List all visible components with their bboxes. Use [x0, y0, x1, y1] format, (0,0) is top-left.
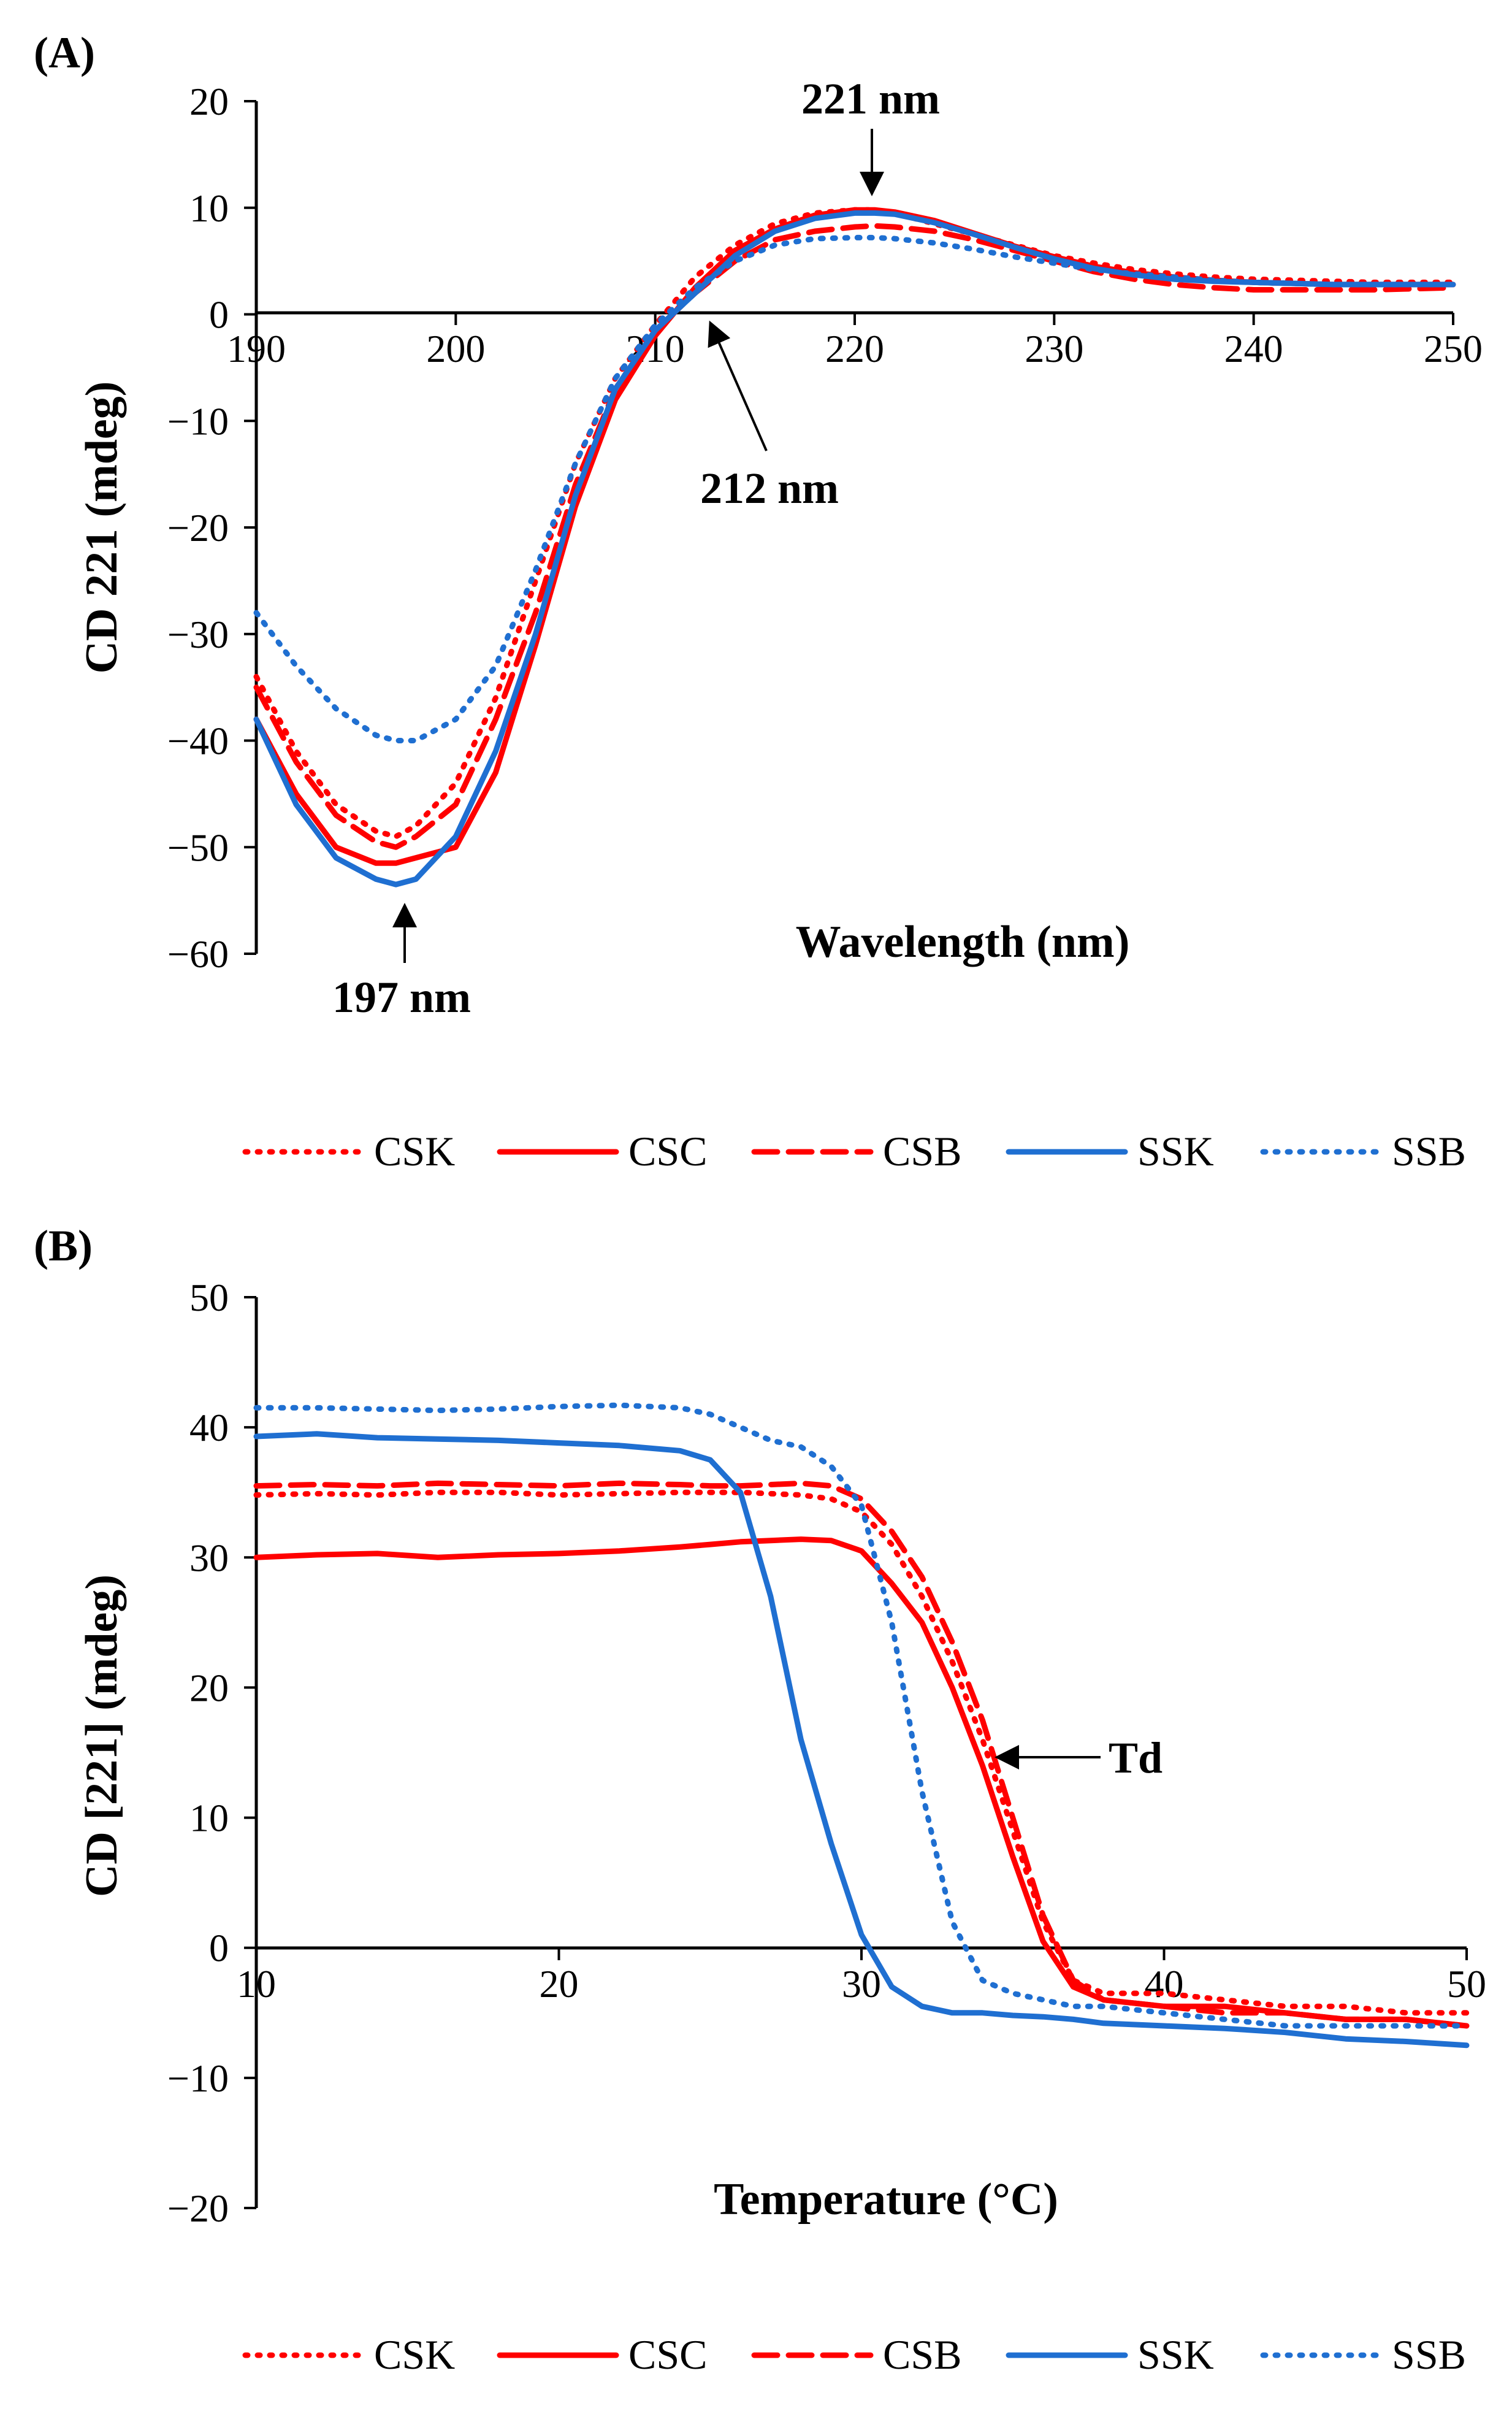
y-ticks-b: 50 40 30 20 10 0 −10 −20 — [167, 1276, 256, 2230]
y-tick-label: −60 — [167, 932, 229, 976]
y-tick-label: 30 — [189, 1536, 229, 1579]
panel-label-a: (A) — [34, 28, 95, 77]
series-line-ssb — [253, 1402, 1470, 2029]
y-tick-label: −10 — [167, 399, 229, 443]
series-group-a — [253, 207, 1456, 887]
y-tick-label: −20 — [167, 506, 229, 550]
y-tick-label: −20 — [167, 2187, 229, 2230]
legend-label-ssb: SSB — [1392, 1128, 1466, 1175]
legend-a: CSK CSC CSB SSK SSB — [242, 1128, 1466, 1175]
x-tick-label: 220 — [825, 327, 884, 370]
annotation-197nm: 197 nm — [332, 903, 471, 1022]
panel-label-b: (B) — [34, 1221, 93, 1270]
x-tick-label: 30 — [842, 1962, 881, 2006]
x-tick-label: 50 — [1447, 1962, 1486, 2006]
y-axis-title-a: CD 221 (mdeg) — [77, 381, 127, 674]
series-group-b — [253, 1402, 1470, 2049]
y-tick-label: 50 — [189, 1276, 229, 1319]
legend-label-csb: CSB — [883, 2331, 962, 2378]
y-tick-label: −40 — [167, 719, 229, 763]
axes-b — [254, 1297, 1467, 2208]
series-line-csc — [253, 207, 1456, 866]
x-tick-label: 40 — [1145, 1962, 1184, 2006]
y-tick-label: 20 — [189, 80, 229, 123]
legend-label-csc: CSC — [628, 2331, 708, 2378]
legend-label-csb: CSB — [883, 1128, 962, 1175]
x-tick-label: 240 — [1224, 327, 1283, 370]
annotation-197nm-text: 197 nm — [332, 973, 471, 1022]
y-tick-label: 10 — [189, 1796, 229, 1840]
series-line-csb — [253, 1480, 1470, 2029]
x-tick-label: 250 — [1424, 327, 1483, 370]
series-line-ssk — [253, 210, 1456, 887]
annotation-221nm: 221 nm — [801, 74, 940, 196]
y-tick-label: 10 — [189, 186, 229, 230]
annotation-212nm-text: 212 nm — [700, 464, 839, 513]
y-tick-label: −30 — [167, 613, 229, 656]
legend-label-ssb: SSB — [1392, 2331, 1466, 2378]
y-axis-title-b: CD [221] (mdeg) — [77, 1574, 127, 1897]
y-tick-label: −50 — [167, 826, 229, 869]
y-tick-label: 0 — [209, 293, 229, 337]
legend-label-csk: CSK — [374, 2331, 455, 2378]
series-line-csk — [253, 207, 1456, 840]
y-tick-label: 40 — [189, 1406, 229, 1449]
legend-label-csk: CSK — [374, 1128, 455, 1175]
y-tick-label: 20 — [189, 1666, 229, 1709]
series-line-csk — [253, 1489, 1470, 2016]
x-tick-label: 230 — [1025, 327, 1083, 370]
x-tick-label: 200 — [426, 327, 485, 370]
y-tick-label: 0 — [209, 1926, 229, 1970]
x-tick-label: 10 — [237, 1962, 276, 2006]
x-ticks-b: 10 20 30 40 50 — [237, 1948, 1486, 2006]
annotation-td-text: Td — [1109, 1733, 1163, 1782]
x-axis-title-a: Wavelength (nm) — [796, 917, 1130, 967]
y-ticks-a: 20 10 0 −10 −20 −30 −40 −50 −60 — [167, 80, 256, 976]
annotation-td: Td — [995, 1733, 1163, 1782]
legend-label-csc: CSC — [628, 1128, 708, 1175]
legend-label-ssk: SSK — [1137, 1128, 1214, 1175]
annotation-221nm-text: 221 nm — [801, 74, 940, 123]
annotation-212nm: 212 nm — [700, 320, 839, 513]
series-line-ssk — [253, 1431, 1470, 2049]
annotation-212nm-arrow — [708, 320, 768, 451]
legend-label-ssk: SSK — [1137, 2331, 1214, 2378]
x-axis-title-b: Temperature (°C) — [714, 2174, 1058, 2225]
series-line-csb — [253, 223, 1456, 850]
y-tick-label: −10 — [167, 2057, 229, 2100]
legend-b: CSK CSC CSB SSK SSB — [242, 2331, 1466, 2378]
x-ticks-a: 190 200 210 220 230 240 250 — [227, 313, 1483, 370]
x-tick-label: 190 — [227, 327, 286, 370]
x-tick-label: 20 — [540, 1962, 579, 2006]
series-line-ssb — [253, 234, 1456, 743]
